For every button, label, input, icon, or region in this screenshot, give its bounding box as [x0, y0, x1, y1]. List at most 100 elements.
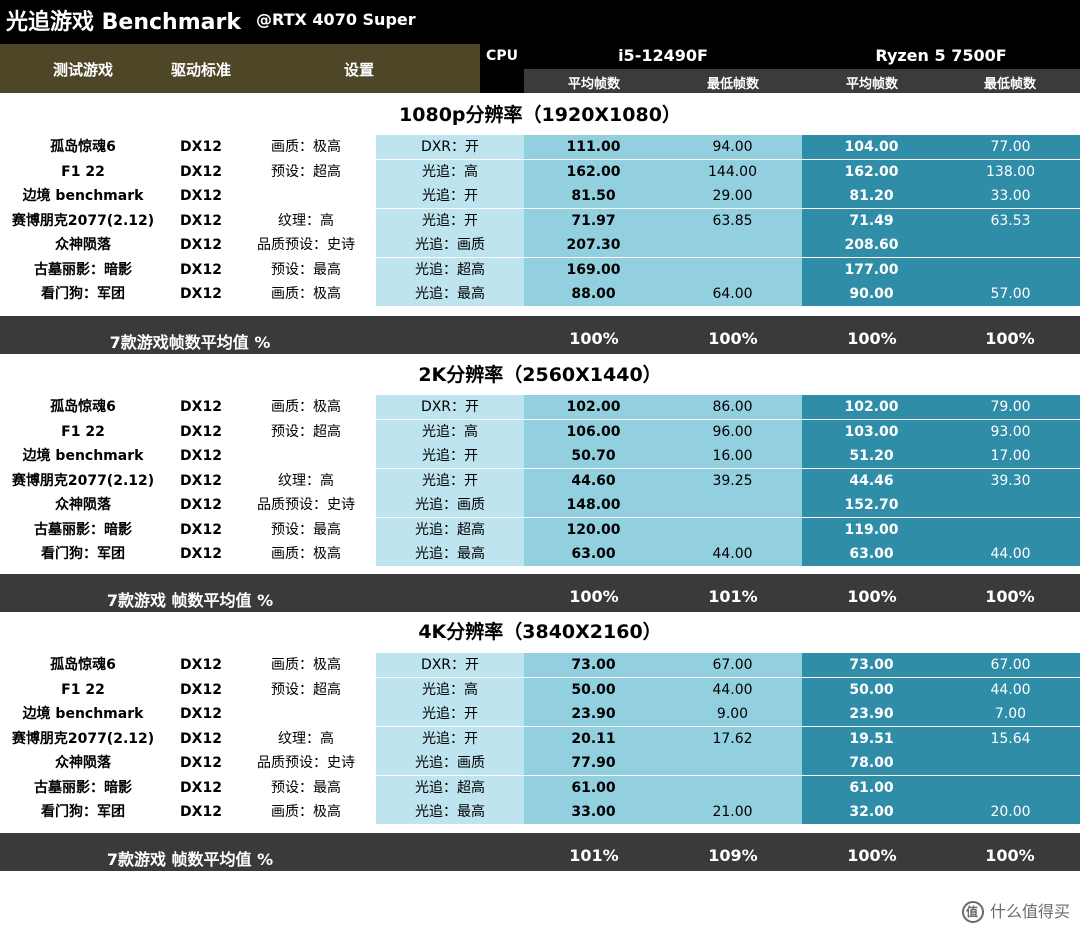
- cell-cpu1-avg: 81.50: [524, 184, 663, 208]
- cell-api: DX12: [166, 542, 236, 566]
- cell-api: DX12: [166, 493, 236, 517]
- cell-cpu2-avg: 63.00: [802, 542, 941, 566]
- cell-api: DX12: [166, 444, 236, 468]
- cell-rt: 光追：开: [376, 444, 524, 468]
- cell-api: DX12: [166, 468, 236, 493]
- cell-cpu2-min: 79.00: [941, 395, 1080, 419]
- header-cpu2-avg: 平均帧数: [845, 77, 899, 92]
- cell-game: 众神陨落: [0, 493, 166, 517]
- cell-cpu1-min: [663, 493, 802, 517]
- cell-cpu2-avg: 51.20: [802, 444, 941, 468]
- cell-cpu1-min: [663, 775, 802, 800]
- cell-api: DX12: [166, 702, 236, 726]
- cell-cpu1-min: 64.00: [663, 282, 802, 306]
- cell-cpu2-avg: 78.00: [802, 751, 941, 775]
- table-row: 赛博朋克2077(2.12) DX12 纹理：高 光追：开 71.97 63.8…: [0, 208, 1080, 233]
- summary-cpu2-avg: 100%: [847, 587, 897, 606]
- cell-quality: 品质预设：史诗: [236, 493, 376, 517]
- cell-quality: 画质：极高: [236, 395, 376, 419]
- cell-api: DX12: [166, 184, 236, 208]
- summary-bar: 7款游戏 帧数平均值 % 101% 109% 100% 100%: [0, 832, 1080, 871]
- watermark-logo-icon: [961, 901, 984, 923]
- cell-cpu1-min: [663, 517, 802, 542]
- table-row: 孤岛惊魂6 DX12 画质：极高 DXR：开 102.00 86.00 102.…: [0, 395, 1080, 419]
- cell-cpu2-min: 44.00: [941, 542, 1080, 566]
- cell-cpu2-avg: 119.00: [802, 517, 941, 542]
- cell-cpu2-min: 39.30: [941, 468, 1080, 493]
- cell-game: 孤岛惊魂6: [0, 135, 166, 159]
- cell-cpu1-min: 44.00: [663, 542, 802, 566]
- cell-cpu1-min: 16.00: [663, 444, 802, 468]
- header-cpu1: i5-12490F: [618, 46, 708, 65]
- cell-rt: 光追：最高: [376, 282, 524, 306]
- page-subtitle: @RTX 4070 Super: [256, 10, 416, 29]
- cell-cpu1-min: 86.00: [663, 395, 802, 419]
- cell-rt: 光追：超高: [376, 257, 524, 282]
- cell-quality: 预设：超高: [236, 677, 376, 702]
- cell-quality: 画质：极高: [236, 653, 376, 677]
- cell-quality: 预设：超高: [236, 159, 376, 184]
- cell-cpu1-avg: 50.00: [524, 677, 663, 702]
- cell-rt: 光追：超高: [376, 775, 524, 800]
- summary-cpu2-min: 100%: [985, 587, 1035, 606]
- summary-cpu1-min: 101%: [708, 587, 758, 606]
- summary-cpu1-avg: 100%: [569, 587, 619, 606]
- cell-game: 古墓丽影：暗影: [0, 257, 166, 282]
- cell-cpu1-avg: 63.00: [524, 542, 663, 566]
- cell-quality: 画质：极高: [236, 800, 376, 824]
- summary-bar: 7款游戏帧数平均值 % 100% 100% 100% 100%: [0, 315, 1080, 354]
- cell-api: DX12: [166, 159, 236, 184]
- cell-api: DX12: [166, 775, 236, 800]
- cell-api: DX12: [166, 257, 236, 282]
- cell-rt: DXR：开: [376, 135, 524, 159]
- summary-cpu2-min: 100%: [985, 846, 1035, 865]
- cell-cpu2-min: 138.00: [941, 159, 1080, 184]
- summary-cpu1-avg: 100%: [569, 329, 619, 348]
- cell-rt: 光追：开: [376, 726, 524, 751]
- summary-cpu2-avg: 100%: [847, 846, 897, 865]
- cell-rt: 光追：开: [376, 702, 524, 726]
- table-row: 孤岛惊魂6 DX12 画质：极高 DXR：开 73.00 67.00 73.00…: [0, 653, 1080, 677]
- cell-rt: 光追：开: [376, 184, 524, 208]
- watermark-text: 什么值得买: [989, 901, 1070, 921]
- cell-cpu2-min: 7.00: [941, 702, 1080, 726]
- cell-cpu1-avg: 162.00: [524, 159, 663, 184]
- cell-cpu2-min: [941, 257, 1080, 282]
- cell-cpu2-avg: 208.60: [802, 233, 941, 257]
- header-api: 驱动标准: [170, 61, 232, 79]
- cell-game: 赛博朋克2077(2.12): [0, 208, 166, 233]
- cell-game: 古墓丽影：暗影: [0, 775, 166, 800]
- cell-quality: 预设：超高: [236, 419, 376, 444]
- cell-cpu1-avg: 73.00: [524, 653, 663, 677]
- cell-cpu1-avg: 207.30: [524, 233, 663, 257]
- header-cpu1-avg: 平均帧数: [567, 77, 621, 92]
- cell-cpu2-min: [941, 233, 1080, 257]
- cell-quality: 品质预设：史诗: [236, 233, 376, 257]
- table-row: 边境 benchmark DX12 光追：开 81.50 29.00 81.20…: [0, 184, 1080, 208]
- cell-cpu2-avg: 73.00: [802, 653, 941, 677]
- cell-cpu2-min: 77.00: [941, 135, 1080, 159]
- cell-api: DX12: [166, 751, 236, 775]
- summary-bar: 7款游戏 帧数平均值 % 100% 101% 100% 100%: [0, 573, 1080, 612]
- cell-game: 古墓丽影：暗影: [0, 517, 166, 542]
- cell-cpu2-avg: 61.00: [802, 775, 941, 800]
- cell-cpu2-min: [941, 751, 1080, 775]
- cell-cpu2-avg: 177.00: [802, 257, 941, 282]
- cell-cpu2-avg: 32.00: [802, 800, 941, 824]
- page-title: 光追游戏 Benchmark: [6, 10, 241, 35]
- summary-cpu2-avg: 100%: [847, 329, 897, 348]
- cell-quality: 品质预设：史诗: [236, 751, 376, 775]
- cell-cpu1-avg: 77.90: [524, 751, 663, 775]
- cell-cpu1-avg: 120.00: [524, 517, 663, 542]
- table-row: 赛博朋克2077(2.12) DX12 纹理：高 光追：开 20.11 17.6…: [0, 726, 1080, 751]
- cell-cpu1-avg: 44.60: [524, 468, 663, 493]
- cell-quality: 纹理：高: [236, 468, 376, 493]
- summary-label: 7款游戏 帧数平均值 %: [106, 850, 274, 869]
- cell-rt: 光追：高: [376, 159, 524, 184]
- cell-api: DX12: [166, 517, 236, 542]
- cell-rt: 光追：最高: [376, 800, 524, 824]
- cell-cpu1-avg: 23.90: [524, 702, 663, 726]
- cell-cpu1-avg: 20.11: [524, 726, 663, 751]
- summary-label: 7款游戏帧数平均值 %: [109, 333, 271, 352]
- table-row: 孤岛惊魂6 DX12 画质：极高 DXR：开 111.00 94.00 104.…: [0, 135, 1080, 159]
